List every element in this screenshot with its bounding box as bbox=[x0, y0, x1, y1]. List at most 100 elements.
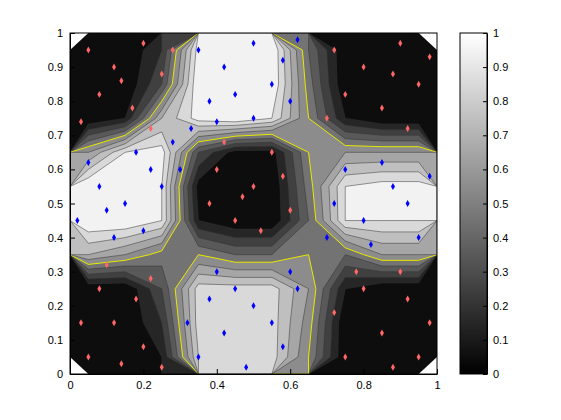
point bbox=[141, 343, 145, 350]
point bbox=[251, 302, 255, 309]
tick-label: 0.6 bbox=[493, 163, 508, 175]
point bbox=[222, 330, 226, 337]
point bbox=[417, 234, 421, 241]
point bbox=[325, 234, 329, 241]
tick-mark bbox=[483, 169, 487, 170]
tick: 0.5 bbox=[483, 198, 508, 210]
tick: 0.2 bbox=[483, 300, 508, 312]
tick-mark bbox=[364, 369, 365, 374]
point bbox=[112, 64, 116, 71]
point bbox=[369, 241, 373, 248]
axis-line bbox=[71, 374, 438, 375]
contour-band bbox=[70, 33, 437, 374]
tick: 0.6 bbox=[483, 163, 508, 175]
point bbox=[207, 98, 211, 105]
point bbox=[259, 227, 263, 234]
contour-band bbox=[70, 33, 437, 374]
tick-label: 0 bbox=[493, 368, 499, 380]
tick: 0.7 bbox=[48, 129, 75, 141]
tick: 0.4 bbox=[210, 369, 225, 391]
tick-mark bbox=[483, 101, 487, 102]
colorbar bbox=[460, 33, 487, 374]
point bbox=[362, 285, 366, 292]
tick-label: 0 bbox=[67, 379, 73, 391]
tick-label: 0.2 bbox=[48, 300, 63, 312]
tick-label: 1 bbox=[434, 379, 440, 391]
tick: 0.3 bbox=[483, 266, 508, 278]
tick-mark bbox=[70, 340, 75, 341]
point bbox=[86, 353, 90, 360]
point bbox=[332, 309, 336, 316]
tick-mark bbox=[70, 101, 75, 102]
tick-mark bbox=[290, 369, 291, 374]
point bbox=[428, 53, 432, 60]
tick: 0.4 bbox=[48, 232, 75, 244]
contour-band bbox=[70, 33, 437, 232]
point bbox=[134, 149, 138, 156]
tick: 0 bbox=[57, 368, 75, 380]
point bbox=[296, 285, 300, 292]
point bbox=[406, 125, 410, 132]
point bbox=[141, 227, 145, 234]
point bbox=[296, 36, 300, 43]
point bbox=[380, 105, 384, 112]
tick-mark bbox=[70, 374, 75, 375]
tick: 0.9 bbox=[48, 61, 75, 73]
point bbox=[428, 319, 432, 326]
chart: 00.20.40.60.8100.10.20.30.40.50.60.70.80… bbox=[0, 0, 561, 420]
point bbox=[196, 353, 200, 360]
point bbox=[270, 319, 274, 326]
tick: 0.2 bbox=[48, 300, 75, 312]
tick-label: 0.4 bbox=[210, 379, 225, 391]
point bbox=[233, 91, 237, 98]
contour-band bbox=[70, 33, 437, 374]
point bbox=[380, 330, 384, 337]
tick-mark bbox=[483, 272, 487, 273]
tick-label: 0.1 bbox=[493, 334, 508, 346]
point bbox=[398, 40, 402, 47]
tick-mark bbox=[70, 169, 75, 170]
point bbox=[75, 217, 79, 224]
point bbox=[417, 81, 421, 88]
tick: 0.2 bbox=[136, 369, 151, 391]
tick-label: 0.8 bbox=[493, 95, 508, 107]
point bbox=[233, 217, 237, 224]
plot-area bbox=[70, 33, 437, 374]
point bbox=[428, 173, 432, 180]
point bbox=[222, 139, 226, 146]
tick-mark bbox=[70, 67, 75, 68]
point bbox=[354, 268, 358, 275]
point bbox=[343, 353, 347, 360]
tick-label: 0.2 bbox=[136, 379, 151, 391]
tick: 0.4 bbox=[483, 232, 508, 244]
point bbox=[141, 40, 145, 47]
point bbox=[251, 40, 255, 47]
point bbox=[112, 234, 116, 241]
tick-label: 1 bbox=[493, 27, 499, 39]
point bbox=[178, 166, 182, 173]
point bbox=[160, 183, 164, 190]
point bbox=[112, 319, 116, 326]
contour-band bbox=[70, 33, 437, 374]
tick: 1 bbox=[434, 369, 440, 391]
point bbox=[215, 166, 219, 173]
point bbox=[391, 70, 395, 77]
point bbox=[160, 70, 164, 77]
tick-label: 0.1 bbox=[48, 334, 63, 346]
point bbox=[233, 285, 237, 292]
tick: 0.9 bbox=[483, 61, 508, 73]
tick-label: 0.3 bbox=[48, 266, 63, 278]
point bbox=[251, 115, 255, 122]
point bbox=[362, 64, 366, 71]
plot-frame bbox=[70, 33, 437, 374]
tick-label: 0.4 bbox=[48, 232, 63, 244]
point bbox=[251, 183, 255, 190]
tick-mark bbox=[483, 67, 487, 68]
tick-label: 0.6 bbox=[48, 163, 63, 175]
tick-mark bbox=[483, 33, 487, 34]
contour-band bbox=[70, 33, 437, 374]
tick: 0.6 bbox=[283, 369, 298, 391]
tick-label: 1 bbox=[57, 27, 63, 39]
point bbox=[215, 118, 219, 125]
contours bbox=[70, 33, 437, 374]
